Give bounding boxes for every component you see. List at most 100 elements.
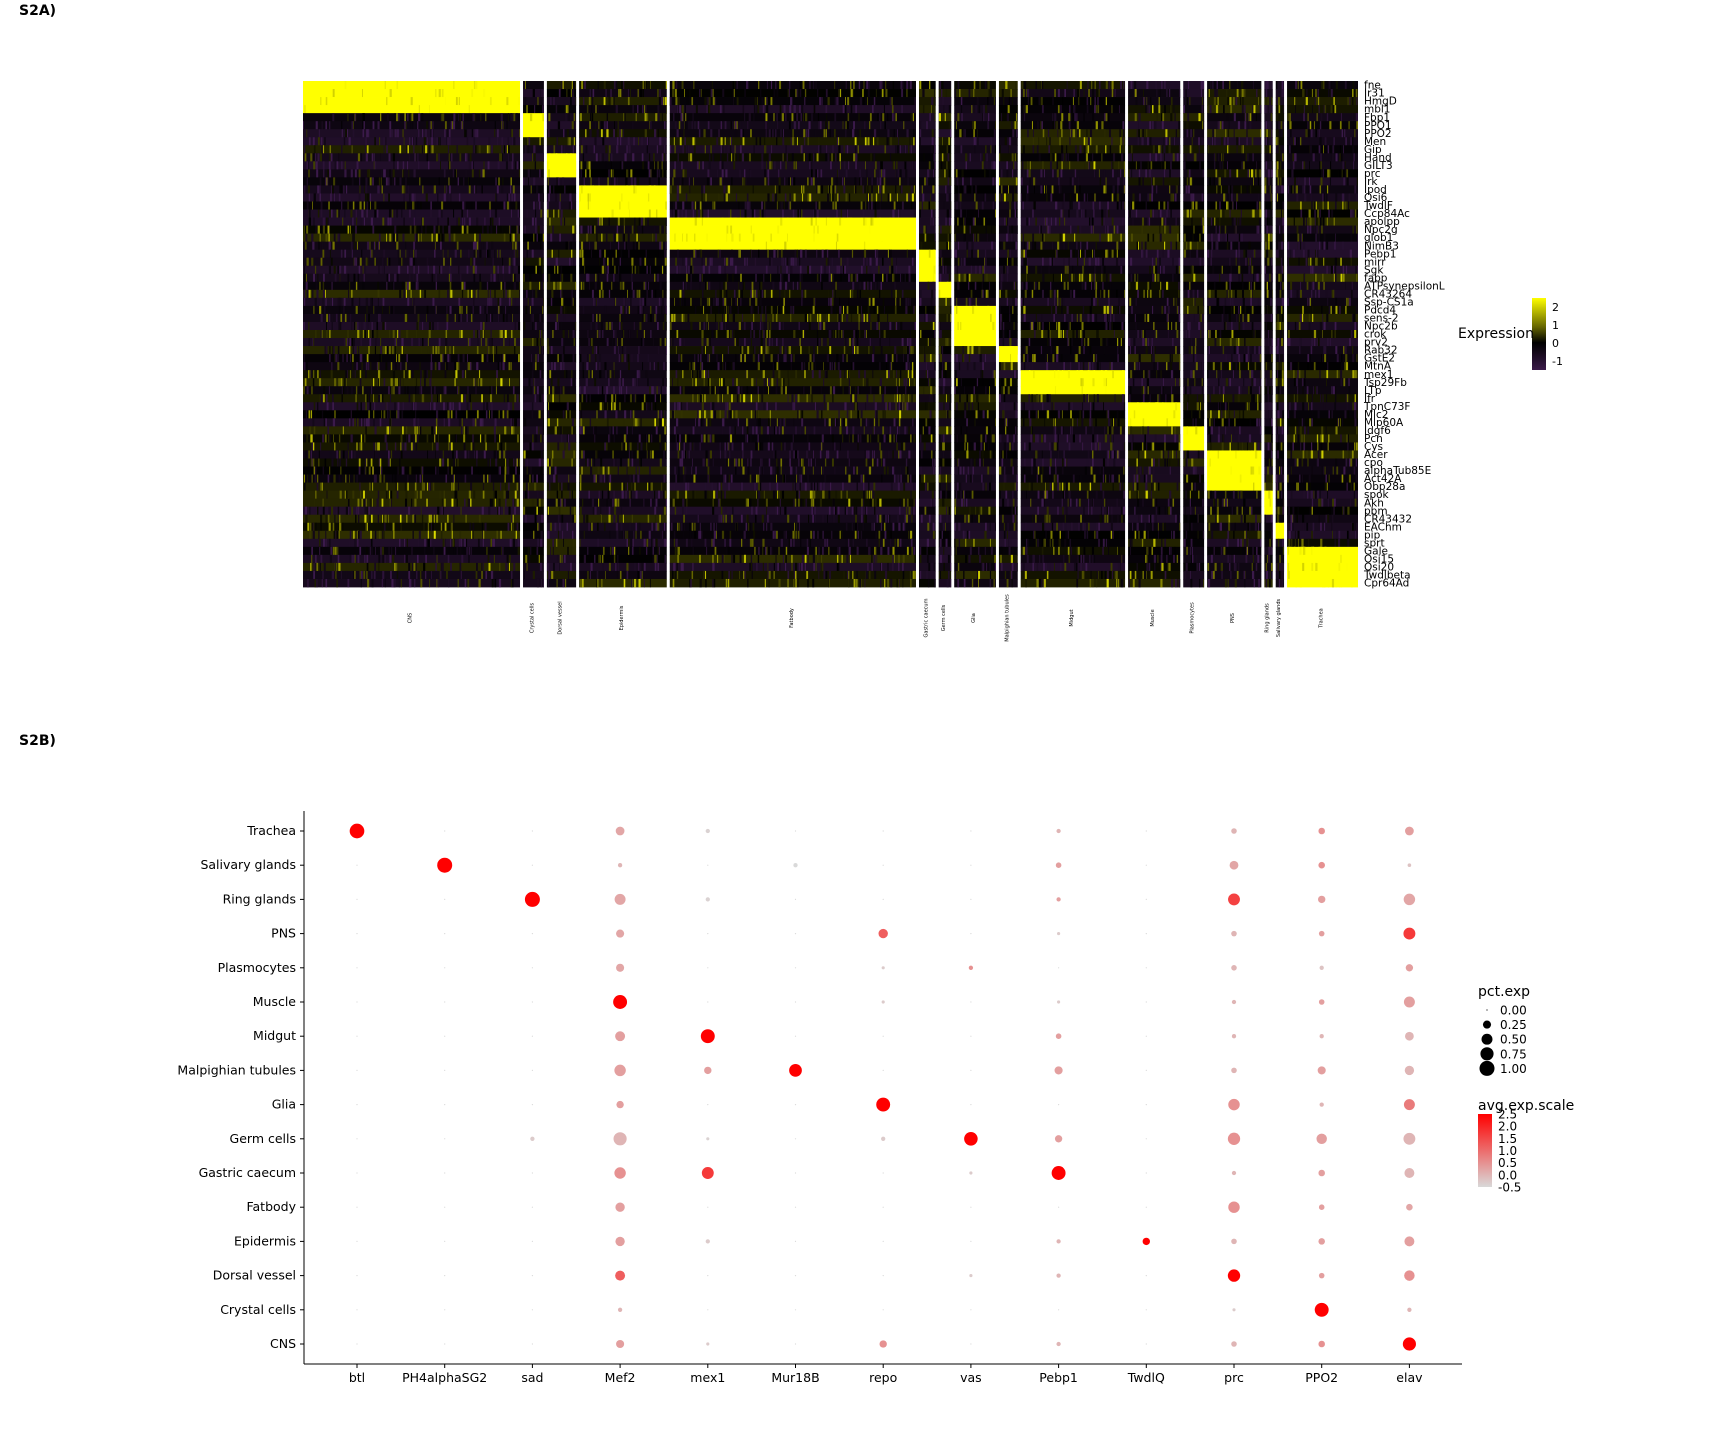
heatmap-cell-stripe	[792, 281, 794, 291]
heatmap-cell-stripe	[561, 297, 564, 307]
heatmap-row-band	[579, 426, 667, 435]
heatmap-cell-stripe	[793, 177, 796, 186]
heatmap-cell-stripe	[472, 418, 475, 427]
heatmap-cell-stripe	[617, 121, 620, 130]
heatmap-cell-stripe	[399, 514, 402, 524]
heatmap-cell-stripe	[720, 137, 723, 146]
heatmap-cell-stripe	[368, 129, 370, 138]
heatmap-row-band	[523, 137, 544, 146]
heatmap-cell-stripe	[536, 386, 539, 395]
heatmap-cell-stripe	[558, 482, 560, 492]
heatmap-cell-stripe	[695, 105, 698, 114]
heatmap-cell-stripe	[547, 466, 549, 475]
heatmap-row-band	[303, 185, 521, 194]
heatmap-cell-stripe	[609, 474, 612, 483]
heatmap-cell-stripe	[490, 394, 492, 403]
heatmap-cell-stripe	[623, 81, 625, 90]
heatmap-cell-stripe	[390, 129, 393, 138]
heatmap-cell-stripe	[891, 113, 894, 122]
heatmap-cell-stripe	[475, 570, 478, 580]
heatmap-cell-stripe	[511, 265, 514, 275]
heatmap-cell-stripe	[862, 177, 864, 186]
heatmap-cell-stripe	[453, 233, 456, 243]
heatmap-cell-stripe	[847, 113, 850, 122]
heatmap-cell-stripe	[320, 522, 322, 532]
heatmap-cell-stripe	[399, 538, 401, 548]
heatmap-cell-stripe	[682, 145, 685, 154]
heatmap-cell-stripe	[476, 458, 478, 467]
heatmap-cell-stripe	[783, 105, 785, 114]
heatmap-cell-stripe	[515, 201, 518, 210]
heatmap-cell-stripe	[846, 257, 849, 267]
heatmap-cell-stripe	[333, 346, 335, 355]
heatmap-cell-stripe	[536, 506, 538, 516]
heatmap-cell-stripe	[409, 466, 412, 475]
heatmap-cell-stripe	[332, 241, 335, 251]
heatmap-cell-stripe	[701, 273, 703, 283]
heatmap-cell-stripe	[548, 458, 551, 467]
heatmap-cell-stripe	[342, 354, 344, 363]
heatmap-cell-stripe	[306, 177, 308, 186]
heatmap-cell-stripe	[630, 490, 632, 500]
heatmap-cell-stripe	[488, 201, 490, 210]
heatmap-row-band	[523, 490, 544, 500]
heatmap-cell-stripe	[352, 121, 354, 130]
heatmap-cell-stripe	[838, 145, 841, 154]
heatmap-cell-stripe	[654, 273, 656, 283]
heatmap-cell-stripe	[580, 169, 582, 178]
heatmap-cell-stripe	[419, 145, 422, 154]
heatmap-cell-stripe	[513, 522, 516, 532]
heatmap-cell-stripe	[580, 281, 583, 291]
heatmap-cell-stripe	[357, 498, 360, 508]
heatmap-cell-stripe	[730, 225, 733, 235]
heatmap-cell-stripe	[437, 394, 438, 403]
heatmap-cell-stripe	[500, 442, 503, 451]
heatmap-cell-stripe	[674, 201, 678, 210]
heatmap-cell-stripe	[832, 289, 835, 299]
heatmap-cell-stripe	[608, 169, 611, 178]
heatmap-cell-stripe	[381, 410, 383, 419]
heatmap-cell-stripe	[784, 257, 786, 267]
heatmap-cell-stripe	[349, 370, 352, 379]
heatmap-cell-stripe	[552, 562, 555, 572]
heatmap-row-band	[546, 546, 577, 556]
heatmap-cell-stripe	[524, 418, 526, 427]
heatmap-cell-stripe	[469, 394, 472, 403]
heatmap-cell-stripe	[350, 450, 353, 459]
heatmap-cell-stripe	[585, 193, 587, 202]
heatmap-cell-stripe	[592, 185, 594, 194]
heatmap-cell-stripe	[624, 241, 627, 251]
heatmap-row-band	[523, 522, 544, 532]
heatmap-cell-stripe	[457, 386, 460, 395]
heatmap-cell-stripe	[637, 442, 639, 451]
heatmap-cell-stripe	[319, 177, 322, 186]
heatmap-cell-stripe	[478, 145, 481, 154]
heatmap-cell-stripe	[439, 161, 442, 170]
heatmap-cell-stripe	[711, 257, 713, 267]
heatmap-cell-stripe	[329, 329, 331, 339]
heatmap-cell-stripe	[707, 209, 710, 218]
heatmap-cell-stripe	[345, 458, 348, 467]
heatmap-cell-stripe	[440, 394, 442, 403]
heatmap-cell-stripe	[663, 450, 665, 459]
heatmap-cell-stripe	[649, 386, 651, 395]
heatmap-cell-stripe	[788, 121, 791, 130]
heatmap-cell-stripe	[664, 426, 667, 435]
heatmap-cell-stripe	[452, 169, 455, 178]
heatmap-cell-stripe	[384, 169, 387, 178]
heatmap-cell-stripe	[901, 105, 903, 114]
heatmap-cell-stripe	[659, 241, 662, 251]
heatmap-cell-stripe	[515, 241, 517, 251]
heatmap-row-band	[546, 474, 577, 483]
heatmap-cell-stripe	[370, 249, 372, 259]
heatmap-cell-stripe	[629, 209, 632, 218]
heatmap-cell-stripe	[856, 273, 859, 283]
heatmap-cell-stripe	[871, 185, 873, 194]
heatmap-cell-stripe	[361, 209, 364, 218]
heatmap-cell-stripe	[704, 97, 707, 106]
heatmap-cell-stripe	[421, 482, 424, 492]
heatmap-cell-stripe	[776, 201, 779, 210]
heatmap-cell-stripe	[343, 305, 345, 315]
heatmap-cell-stripe	[561, 145, 563, 154]
heatmap-row-band	[303, 121, 521, 130]
